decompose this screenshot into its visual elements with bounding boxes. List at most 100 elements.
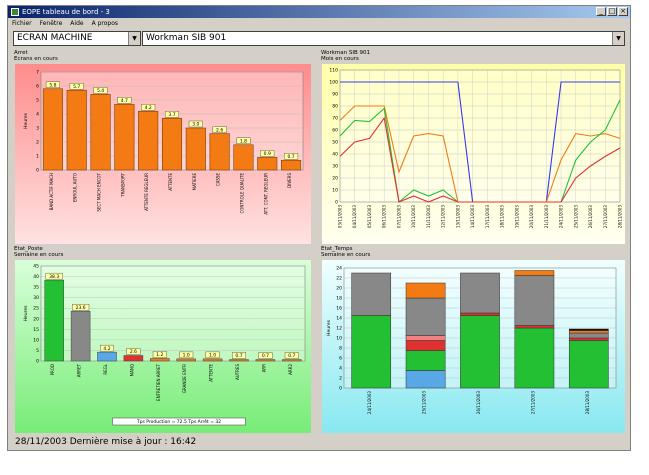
bar-segment	[568, 337, 609, 341]
selector-row: ECRAN MACHINE ▼ Workman SIB 901 ▼	[13, 31, 625, 47]
menu-fichier[interactable]: Fichier	[12, 20, 32, 27]
workman-select[interactable]: Workman SIB 901 ▼	[142, 31, 625, 46]
data-label: 2.6	[216, 127, 223, 133]
y-axis-label: Heures	[23, 112, 29, 129]
x-tick-label: 11/11/2003	[426, 205, 431, 229]
plot-background	[15, 260, 311, 433]
bar	[123, 355, 144, 362]
x-tick-label: 27/11/2003	[603, 205, 608, 229]
panel-title: Workman SIB 901	[321, 50, 371, 56]
menu-aide[interactable]: Aide	[70, 20, 84, 27]
bar	[97, 351, 117, 362]
machine-select[interactable]: ECRAN MACHINE ▼	[13, 31, 141, 46]
bar-segment	[405, 350, 446, 371]
app-icon	[11, 8, 19, 16]
data-label: 0.7	[262, 353, 269, 359]
y-tick-label: 16	[336, 306, 342, 312]
bar-segment	[405, 370, 446, 389]
y-tick-label: 7	[36, 70, 39, 76]
y-tick-label: 90	[332, 92, 338, 98]
y-tick-label: 0	[36, 359, 39, 365]
data-label: 1.2	[156, 352, 163, 358]
y-tick-label: 10	[332, 188, 338, 194]
title-bar: EOPE tableau de bord - 3 _ □ ×	[8, 6, 630, 18]
bar-segment	[568, 328, 609, 331]
y-tick-label: 20	[33, 316, 39, 322]
y-tick-label: 3	[36, 126, 39, 132]
data-label-box	[236, 137, 251, 145]
data-label-box	[179, 351, 194, 359]
x-tick-label: ATT. CONT. REGLEUR	[263, 173, 268, 215]
series-line-3	[339, 116, 621, 203]
data-label-box	[284, 152, 299, 160]
x-tick-label: MANQ	[129, 364, 134, 376]
data-label: 38.3	[49, 274, 59, 280]
footnote-text: Tps Production = 72.5 Tps Arrêt = 32	[136, 418, 221, 425]
status-bar-text: 28/11/2003 Dernière mise à jour : 16:42	[15, 437, 197, 447]
bar	[114, 103, 135, 171]
menu-fenetre[interactable]: Fenêtre	[39, 20, 63, 27]
minimize-button[interactable]: _	[596, 7, 606, 16]
bar	[150, 358, 170, 362]
y-tick-label: 10	[33, 337, 39, 343]
data-label: 0.7	[288, 353, 295, 359]
bar	[42, 88, 63, 171]
bar-segment	[460, 312, 500, 316]
x-tick-label: 05/11/2003	[367, 205, 372, 229]
window-controls: _ □ ×	[596, 7, 628, 16]
x-tick-label: 12/11/2003	[441, 205, 446, 229]
menu-bar: Fichier Fenêtre Aide A propos	[8, 19, 118, 29]
x-tick-label: 07/11/2003	[396, 205, 401, 229]
x-tick-label: ARR2	[288, 364, 293, 375]
bar-segment	[568, 330, 609, 334]
maximize-button[interactable]: □	[607, 7, 617, 16]
data-label: 4.2	[145, 105, 152, 111]
chevron-down-icon[interactable]: ▼	[128, 32, 140, 45]
x-tick-label: CASSE	[216, 173, 221, 187]
data-label: 5.4	[97, 88, 104, 94]
bar-segment	[568, 340, 609, 389]
footnote-box	[112, 417, 246, 426]
bar	[233, 144, 254, 171]
bar-segment	[568, 332, 609, 339]
bar-segment	[351, 315, 392, 389]
data-label: 0.7	[235, 353, 242, 359]
bar	[161, 117, 183, 171]
y-tick-label: 14	[336, 316, 342, 322]
y-tick-label: 8	[339, 346, 342, 352]
bar	[66, 89, 87, 171]
x-tick-label: BAND ACTIF MACH	[49, 173, 54, 210]
data-label-box	[141, 104, 156, 111]
y-tick-label: 24	[336, 266, 342, 272]
data-label-box	[260, 150, 275, 157]
x-tick-label: 21/11/2003	[544, 205, 549, 229]
y-tick-label: 22	[336, 276, 342, 282]
data-label: 0.7	[288, 154, 295, 160]
application-window: EOPE tableau de bord - 3 _ □ × Fichier F…	[7, 5, 631, 451]
x-tick-label: 28/11/2003	[618, 205, 623, 229]
x-tick-label: 25/11/2003	[573, 205, 578, 229]
x-tick-label: ATTENTE	[209, 364, 214, 382]
x-tick-label: 14/11/2003	[470, 205, 475, 229]
y-tick-label: 0	[335, 200, 338, 206]
data-label: 1.0	[209, 353, 216, 359]
chart-arret: 0 1 2 3 4 5 6 7 Heures 5.8 BAND ACTIF MACH 5.7 ENROU…	[15, 64, 311, 244]
x-tick-label: 06/11/2003	[382, 205, 387, 229]
bar	[202, 358, 223, 362]
y-tick-label: 18	[336, 296, 342, 302]
menu-apropos[interactable]: A propos	[91, 20, 119, 27]
y-tick-label: 110	[329, 68, 338, 74]
bar-segment	[514, 327, 555, 389]
y-tick-label: 80	[332, 104, 338, 110]
y-tick-label: 1	[36, 154, 39, 160]
bar	[176, 358, 196, 362]
data-label-box	[45, 81, 60, 88]
x-tick-label: 25/11/2003	[422, 391, 427, 415]
y-tick-label: 2	[36, 140, 39, 146]
chevron-down-icon[interactable]: ▼	[612, 32, 624, 45]
machine-select-value: ECRAN MACHINE	[17, 33, 93, 43]
close-button[interactable]: ×	[618, 7, 628, 16]
data-label: 4.2	[103, 346, 110, 352]
x-tick-label: 17/11/2003	[485, 205, 490, 229]
